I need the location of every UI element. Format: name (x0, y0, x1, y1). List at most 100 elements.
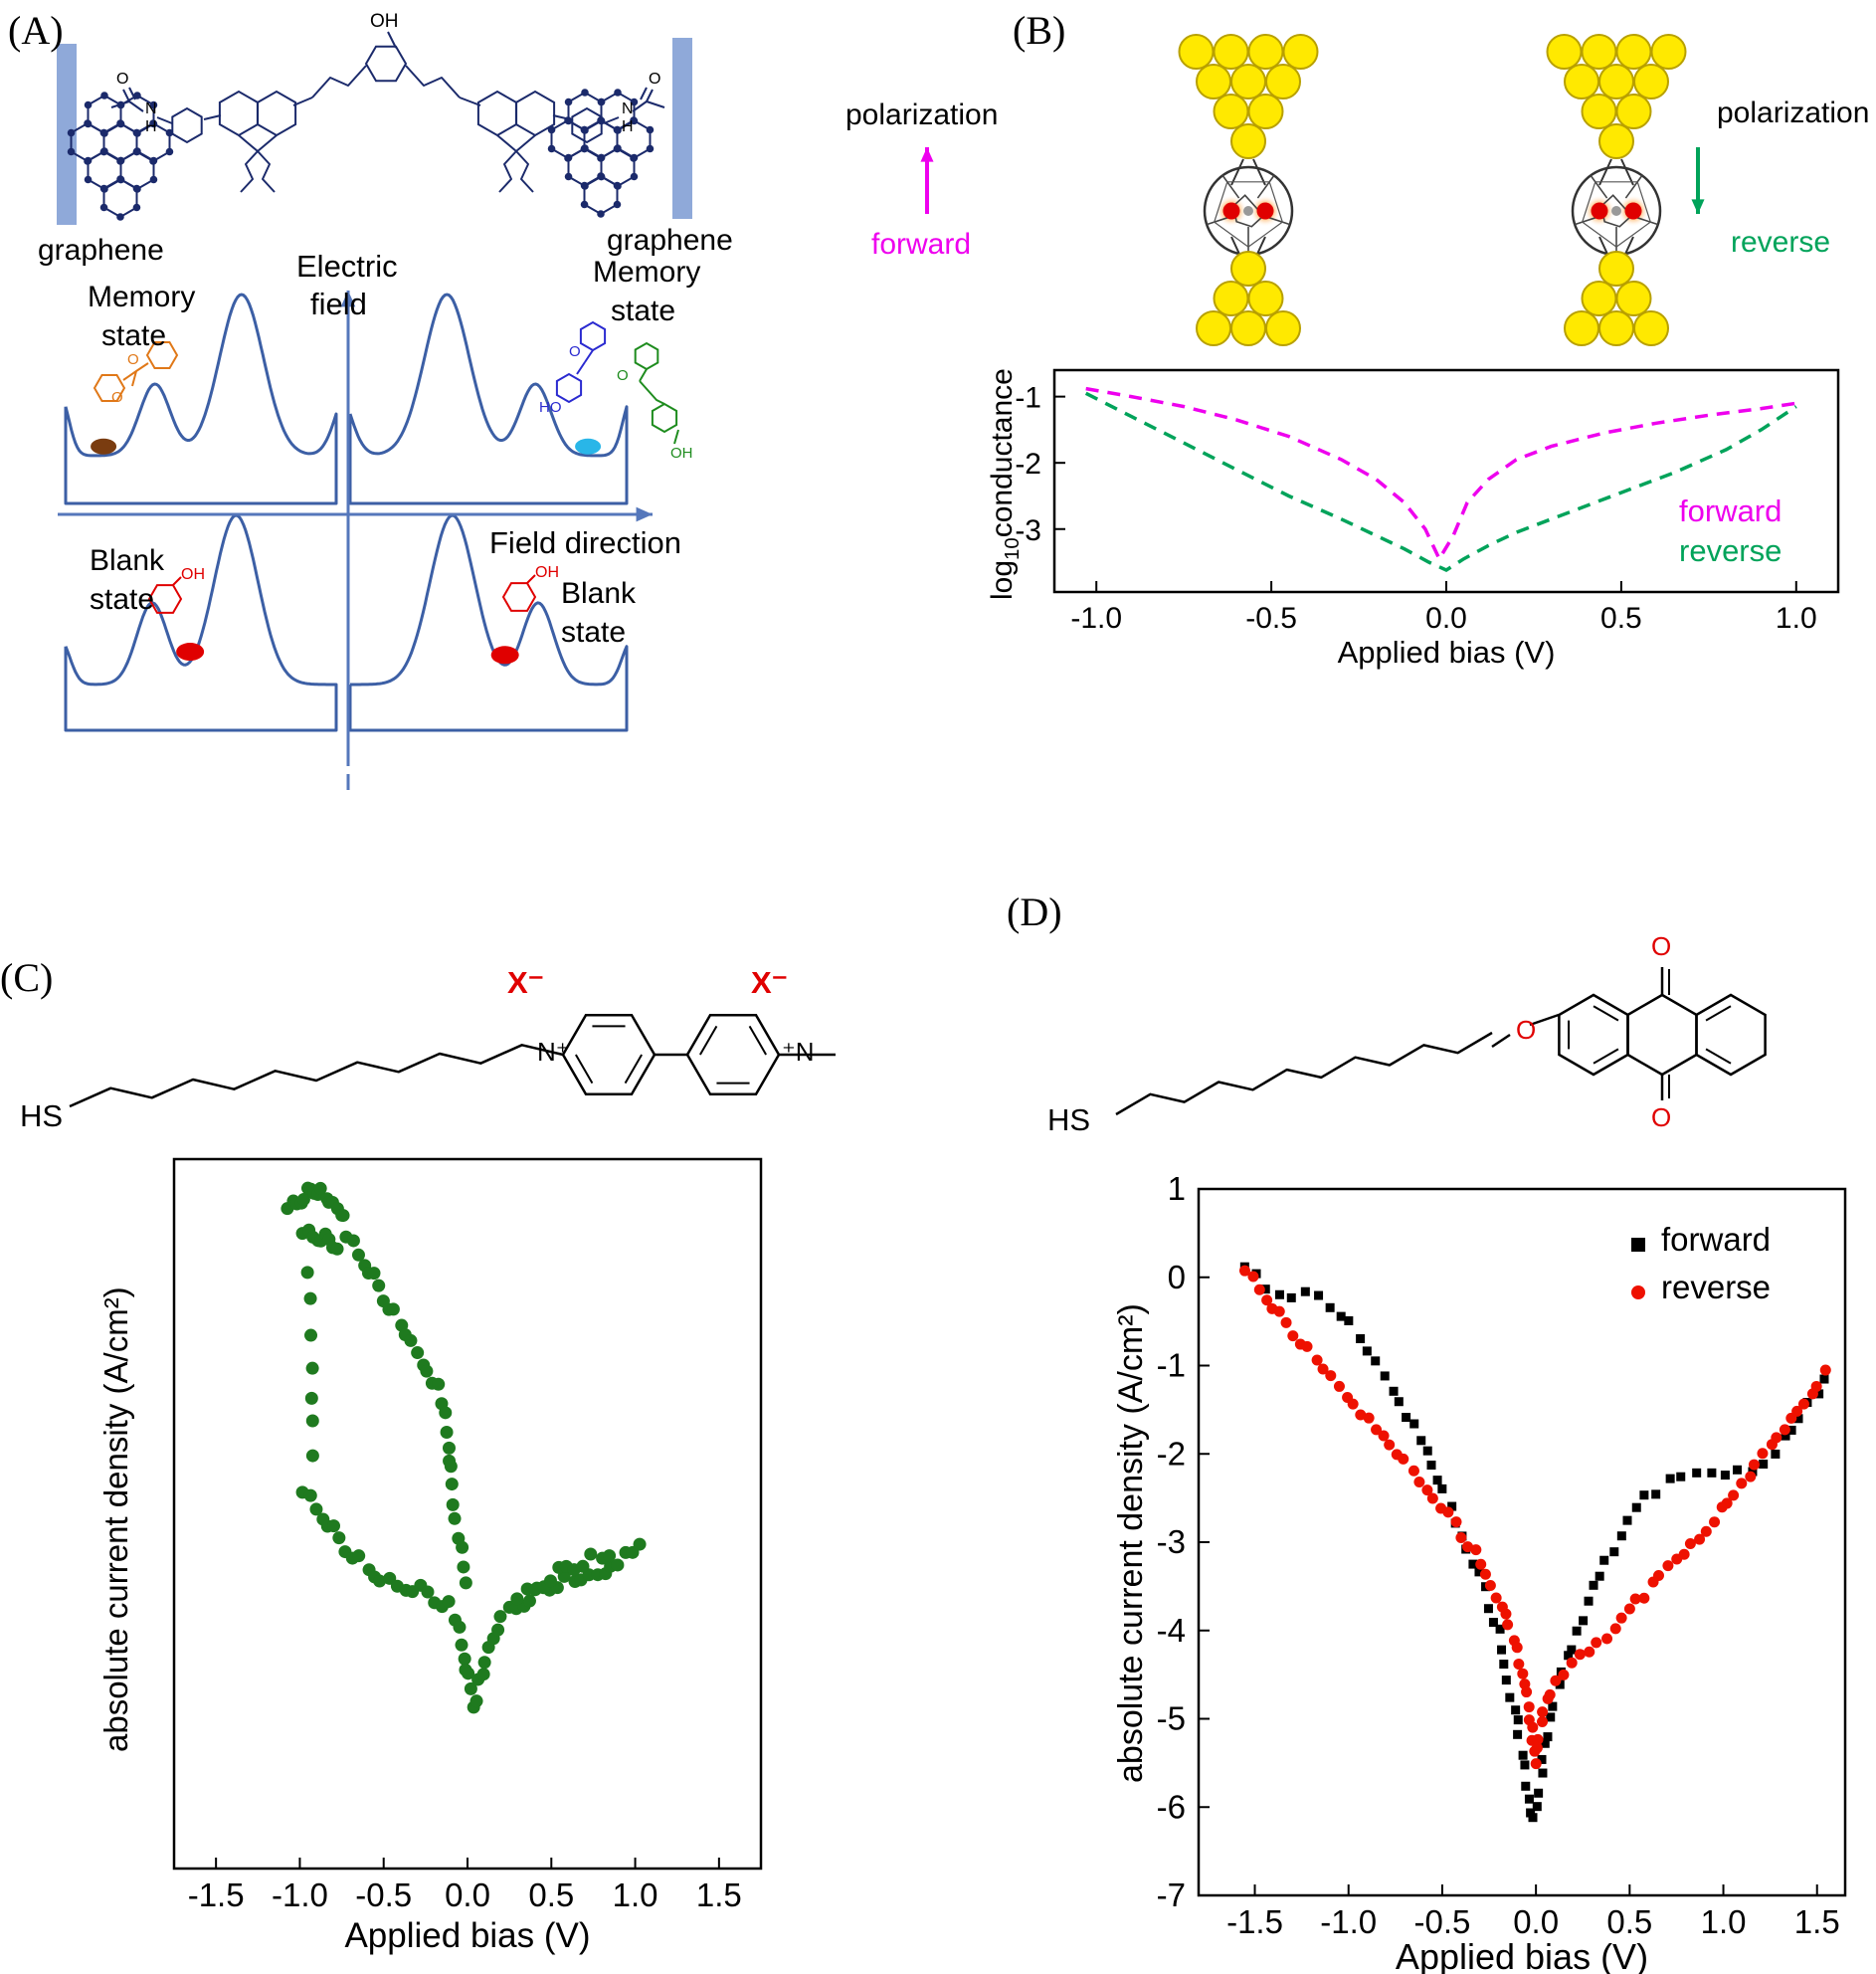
svg-text:-1: -1 (1157, 1347, 1186, 1384)
svg-text:-1.5: -1.5 (188, 1876, 245, 1913)
svg-text:0.0: 0.0 (445, 1876, 490, 1913)
chart-d-xlabel: Applied bias (V) (1395, 1936, 1649, 1974)
svg-text:-7: -7 (1157, 1876, 1186, 1913)
blank-state-right-1: Blank (561, 577, 637, 610)
viologen-iv-chart: -1.5 -1.0 -0.5 0.0 0.5 1.0 1.5 (172, 1157, 763, 1913)
svg-text:1.0: 1.0 (1776, 602, 1817, 635)
memory-state-left-2: state (101, 319, 167, 352)
svg-text:1.5: 1.5 (696, 1876, 742, 1913)
svg-text:-3: -3 (1157, 1523, 1186, 1560)
panel-b-junction-graphics (920, 34, 1705, 346)
svg-text:0.5: 0.5 (528, 1876, 574, 1913)
ether-o-label: O (1516, 1015, 1537, 1045)
svg-text:0: 0 (1168, 1259, 1186, 1295)
svg-text:-1.0: -1.0 (1320, 1903, 1377, 1940)
panel-a-graphics (57, 31, 692, 790)
quinone-o-bottom-label: O (1651, 1102, 1672, 1132)
hs-right-label: HS (1047, 1102, 1091, 1137)
svg-text:-6: -6 (1157, 1788, 1186, 1825)
counterion-left-label: X⁻ (507, 965, 545, 1000)
chartB-series (1084, 386, 1797, 572)
svg-text:1: 1 (1168, 1170, 1186, 1207)
svg-text:-0.5: -0.5 (1245, 602, 1297, 635)
blank-state-right-2: state (561, 616, 627, 649)
blank-state-left-2: state (90, 583, 155, 616)
chart-c-xlabel: Applied bias (V) (344, 1916, 591, 1955)
phenol-right-oh-label: OH (535, 564, 559, 581)
amide-right-o-label: O (649, 71, 661, 88)
svg-text:-1.0: -1.0 (272, 1876, 328, 1913)
ylabel-pre: log (986, 559, 1019, 600)
chart-c-ylabel: absolute current density (A/cm²) (97, 1286, 134, 1752)
reverse-arrow-label: reverse (1731, 226, 1831, 259)
panel-d-label: (D) (1007, 889, 1062, 934)
svg-text:0.0: 0.0 (1513, 1903, 1559, 1940)
conductance-chart: -1.0 -0.5 0.0 0.5 1.0 -1 -2 -3 forward reverse (1015, 368, 1840, 635)
ester-o2-label: O (111, 389, 123, 406)
blue-o-label: O (569, 343, 581, 360)
polarization-right-label: polarization (1717, 97, 1870, 129)
chartD-series (1238, 1262, 1831, 1823)
molecule-oh-label: OH (370, 11, 399, 32)
svg-text:0.5: 0.5 (1600, 602, 1642, 635)
state-particle (490, 646, 519, 665)
svg-text:reverse: reverse (1679, 533, 1782, 568)
svg-text:reverse: reverse (1661, 1269, 1771, 1305)
svg-text:forward: forward (1661, 1221, 1771, 1258)
svg-text:1.5: 1.5 (1794, 1903, 1840, 1940)
counterion-right-label: X⁻ (751, 965, 789, 1000)
amide-left-n-label: N (145, 100, 157, 117)
electric-field-label-1: Electric (296, 249, 398, 284)
graphene-electrode-left (57, 44, 77, 225)
svg-text:forward: forward (1679, 494, 1782, 528)
ylabel-main: conductance (986, 368, 1019, 538)
anthraquinone-iv-chart: -1.5 -1.0 -0.5 0.0 0.5 1.0 1.5 1 0 -1 -2 -3 -4 -5 -6 -7… (1157, 1170, 1847, 1940)
hs-left-label: HS (20, 1098, 64, 1133)
amide-right-h-label: H (622, 118, 634, 135)
ylabel-sub: 10 (1002, 537, 1024, 560)
svg-text:-0.5: -0.5 (1413, 1903, 1470, 1940)
amide-left-h-label: H (145, 118, 157, 135)
svg-text:0.5: 0.5 (1606, 1903, 1652, 1940)
quinone-o-top-label: O (1651, 931, 1672, 961)
blank-state-left-1: Blank (90, 544, 165, 577)
forward-arrow-label: forward (871, 228, 972, 261)
svg-text:-1.0: -1.0 (1070, 602, 1122, 635)
green-oh-label: OH (670, 445, 693, 462)
panel-b-label: (B) (1013, 8, 1066, 53)
svg-text:0.0: 0.0 (1425, 602, 1467, 635)
phenol-left-oh-label: OH (181, 566, 205, 583)
pyridinium-n-right-label: ⁺N (782, 1037, 815, 1067)
panel-c-molecule-graphics (69, 1013, 836, 1108)
polarization-left-label: polarization (845, 99, 999, 131)
svg-text:-2: -2 (1157, 1435, 1186, 1472)
blue-ho-label: HO (539, 399, 562, 416)
state-particle (91, 438, 117, 455)
amide-left-o-label: O (116, 71, 129, 88)
svg-text:-3: -3 (1015, 514, 1041, 547)
svg-text:-0.5: -0.5 (355, 1876, 412, 1913)
state-particle (176, 643, 205, 662)
graphene-left-label: graphene (38, 234, 164, 267)
green-o-label: O (617, 367, 629, 384)
graphene-electrode-right (672, 38, 692, 219)
memory-state-left-1: Memory (88, 281, 196, 313)
svg-text:1.0: 1.0 (613, 1876, 658, 1913)
amide-right-n-label: N (622, 100, 634, 117)
panel-d-molecule-graphics (1115, 967, 1767, 1116)
chart-b-xlabel: Applied bias (V) (1337, 635, 1556, 670)
electric-field-label-2: field (310, 287, 367, 321)
pyridinium-n-left-label: N⁺ (537, 1037, 570, 1067)
svg-text:-4: -4 (1157, 1612, 1186, 1649)
svg-text:-1.5: -1.5 (1226, 1903, 1283, 1940)
memory-state-right-2: state (611, 295, 676, 327)
chartC-series (281, 1181, 647, 1714)
chart-b-ylabel: log10conductance (986, 368, 1024, 600)
svg-text:-2: -2 (1015, 448, 1041, 481)
ester-o1-label: O (127, 351, 139, 368)
svg-text:1.0: 1.0 (1701, 1903, 1747, 1940)
panel-a-label: (A) (8, 8, 64, 53)
graphene-right-label: graphene (607, 224, 733, 257)
memory-state-right-1: Memory (593, 256, 701, 289)
